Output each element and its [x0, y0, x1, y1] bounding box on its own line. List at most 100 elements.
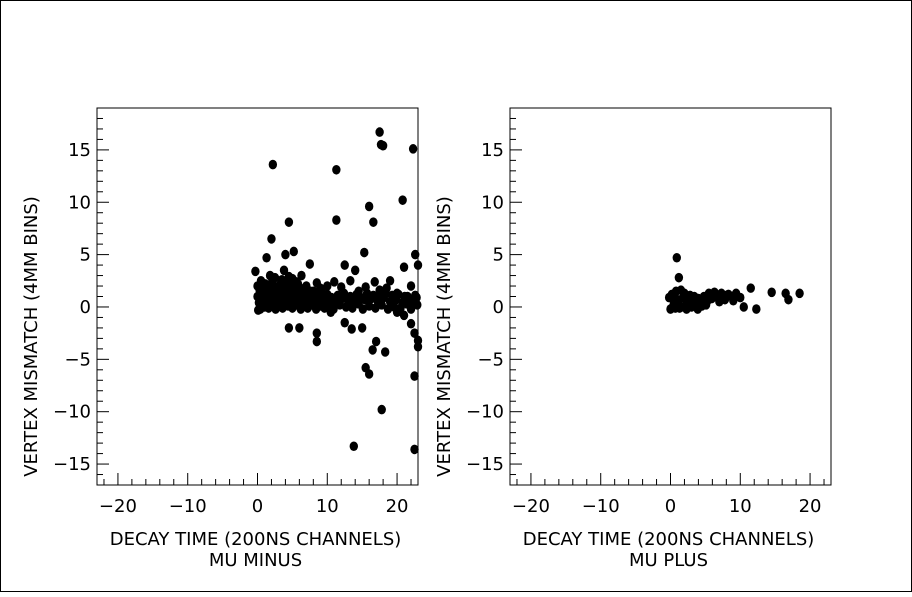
data-point — [752, 304, 761, 314]
data-point — [736, 292, 745, 303]
data-point — [332, 215, 341, 225]
data-point — [269, 281, 278, 291]
y-tick-label: 15 — [68, 140, 91, 161]
x-tick-label: 0 — [665, 496, 676, 517]
data-point — [377, 300, 386, 310]
data-point — [262, 252, 271, 263]
data-point — [279, 265, 289, 276]
data-point — [326, 307, 335, 318]
data-point — [312, 328, 322, 338]
y-tick-label: −5 — [64, 349, 91, 370]
data-point — [364, 201, 374, 212]
data-point — [253, 305, 263, 315]
y-tick-label: 0 — [80, 297, 91, 318]
data-point — [364, 369, 374, 379]
y-tick-label: 15 — [481, 140, 504, 161]
data-point — [378, 140, 388, 151]
data-point — [284, 217, 294, 227]
y-tick-label: −15 — [53, 454, 91, 475]
data-point — [746, 283, 755, 293]
x-tick-label: −20 — [512, 496, 550, 517]
data-point — [767, 287, 776, 298]
y-tick-label: −10 — [53, 402, 91, 423]
y-tick-label: −5 — [477, 349, 504, 370]
data-point — [410, 371, 419, 381]
data-point — [289, 246, 298, 257]
data-point — [370, 277, 379, 287]
data-point — [251, 266, 260, 277]
x-tick-label: −10 — [169, 496, 207, 517]
data-point — [297, 270, 306, 281]
data-point — [406, 281, 416, 291]
data-point — [708, 291, 717, 302]
panel-mu-minus: DECAY TIME (200NS CHANNELS) MU MINUS VER… — [21, 107, 423, 571]
data-point — [323, 281, 332, 291]
y-tick-label: −15 — [466, 454, 504, 475]
data-point — [413, 300, 422, 310]
x-tick-label: 10 — [729, 496, 752, 517]
x-axis-label: DECAY TIME (200NS CHANNELS) — [110, 529, 402, 550]
data-point — [368, 345, 377, 355]
data-point — [281, 249, 290, 260]
x-tick-label: −20 — [99, 496, 137, 517]
x-tick-label: 10 — [316, 496, 339, 517]
data-point — [399, 262, 409, 272]
data-point — [398, 195, 407, 205]
data-point — [267, 234, 276, 244]
y-tick-label: 5 — [80, 245, 91, 266]
data-point — [715, 296, 724, 307]
data-point — [413, 260, 423, 270]
data-point — [369, 217, 378, 227]
x-tick-label: 20 — [799, 496, 822, 517]
data-point — [312, 336, 322, 347]
data-point — [284, 323, 294, 333]
data-point — [784, 294, 793, 305]
data-point — [346, 275, 355, 286]
data-point — [411, 249, 420, 260]
data-point — [674, 272, 684, 283]
y-axis-label: VERTEX MISMATCH (4MM BINS) — [434, 196, 455, 477]
y-tick-label: 0 — [493, 297, 504, 318]
data-point — [340, 260, 349, 270]
data-point — [332, 164, 341, 175]
data-point — [349, 441, 358, 452]
data-point — [347, 324, 356, 334]
x-tick-label: 20 — [386, 496, 409, 517]
data-point — [350, 265, 360, 276]
data-point — [722, 290, 731, 301]
data-point — [399, 310, 409, 321]
data-point — [411, 290, 420, 301]
panel-subtitle: MU PLUS — [629, 550, 708, 571]
data-point — [258, 278, 267, 288]
data-point — [358, 304, 368, 314]
panel-mu-plus: DECAY TIME (200NS CHANNELS) MU PLUS VERT… — [434, 107, 832, 571]
data-point — [410, 444, 419, 455]
data-point — [375, 127, 384, 137]
data-point — [357, 323, 367, 333]
data-point — [371, 336, 381, 347]
y-tick-label: 10 — [68, 192, 91, 213]
data-point — [255, 285, 264, 296]
y-axis-label: VERTEX MISMATCH (4MM BINS) — [21, 196, 42, 477]
x-tick-label: −10 — [582, 496, 620, 517]
data-point — [729, 295, 738, 306]
data-point — [381, 347, 390, 357]
y-tick-label: 10 — [481, 192, 504, 213]
data-point — [291, 277, 301, 287]
data-point — [406, 304, 416, 314]
data-point — [694, 293, 703, 304]
data-point — [739, 302, 748, 312]
x-tick-label: 0 — [252, 496, 263, 517]
data-point — [377, 404, 386, 415]
data-point — [413, 341, 423, 352]
data-point — [339, 288, 349, 299]
panel-subtitle: MU MINUS — [209, 550, 302, 571]
data-point — [685, 297, 694, 308]
data-point — [410, 328, 419, 338]
y-tick-label: −10 — [466, 402, 504, 423]
data-point — [371, 303, 380, 313]
data-point — [385, 275, 395, 286]
